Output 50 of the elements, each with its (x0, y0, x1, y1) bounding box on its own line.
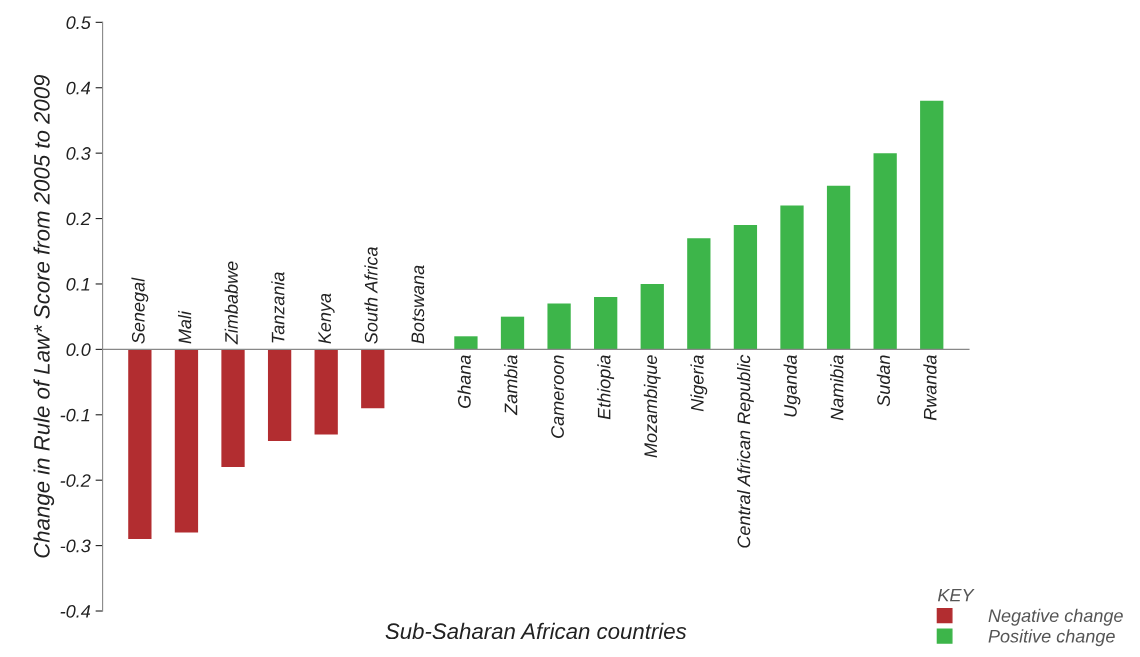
bar (826, 185, 851, 350)
y-tick-label: -0.4 (60, 604, 91, 618)
x-tick-label: Mozambique (643, 355, 661, 458)
x-tick-label: Sudan (876, 355, 891, 407)
bar (500, 316, 525, 350)
legend-label: Negative change (988, 608, 1123, 626)
y-tick-label: 0.4 (66, 81, 91, 95)
bar (733, 225, 758, 350)
x-tick-label: Ghana (457, 355, 471, 408)
y-tick-label: 0.2 (66, 212, 91, 226)
y-tick-label: 0.1 (66, 277, 90, 291)
x-tick-label: Senegal (131, 277, 149, 344)
bar (873, 153, 897, 350)
bar (174, 349, 199, 533)
y-tick-label: -0.2 (60, 474, 91, 487)
x-tick-label: Central African Republic (737, 354, 754, 548)
bar (454, 336, 478, 350)
x-tick-label: Botswana (411, 265, 425, 344)
x-axis-title: Sub-Saharan African countries (385, 622, 687, 640)
x-tick-label: Cameroon (551, 355, 564, 438)
y-axis-title: Change in Rule of Law* Score from 2005 to 2009 (33, 74, 55, 558)
x-tick-label: Zimbabwe (224, 261, 238, 345)
x-tick-label: Namibia (830, 355, 844, 421)
y-tick-label: 0.3 (66, 147, 91, 160)
bar (547, 303, 571, 350)
x-tick-label: Mali (178, 310, 192, 344)
x-tick-label: Uganda (783, 355, 801, 417)
x-tick-label: Kenya (318, 293, 335, 344)
bar (920, 100, 944, 350)
y-tick-label: -0.1 (60, 408, 90, 422)
legend-label: Positive change (988, 629, 1115, 647)
bar (361, 349, 385, 409)
legend-title: KEY (937, 588, 975, 602)
x-tick-label: South Africa (364, 247, 378, 344)
bar (314, 349, 338, 435)
y-tick-label: -0.3 (60, 539, 91, 553)
bar (594, 297, 618, 350)
bar (687, 238, 711, 350)
x-tick-label: Nigeria (690, 355, 708, 412)
x-tick-label: Rwanda (923, 355, 937, 421)
bar (640, 283, 664, 350)
bar (221, 349, 245, 468)
x-tick-label: Ethiopia (597, 355, 615, 420)
y-tick-label: 0.5 (66, 16, 91, 30)
bar (267, 349, 292, 441)
x-tick-label: Tanzania (271, 272, 285, 343)
bar (128, 349, 152, 540)
bar (780, 205, 804, 350)
x-tick-label: Zambia (504, 355, 518, 416)
y-tick-label: 0.0 (66, 343, 91, 357)
